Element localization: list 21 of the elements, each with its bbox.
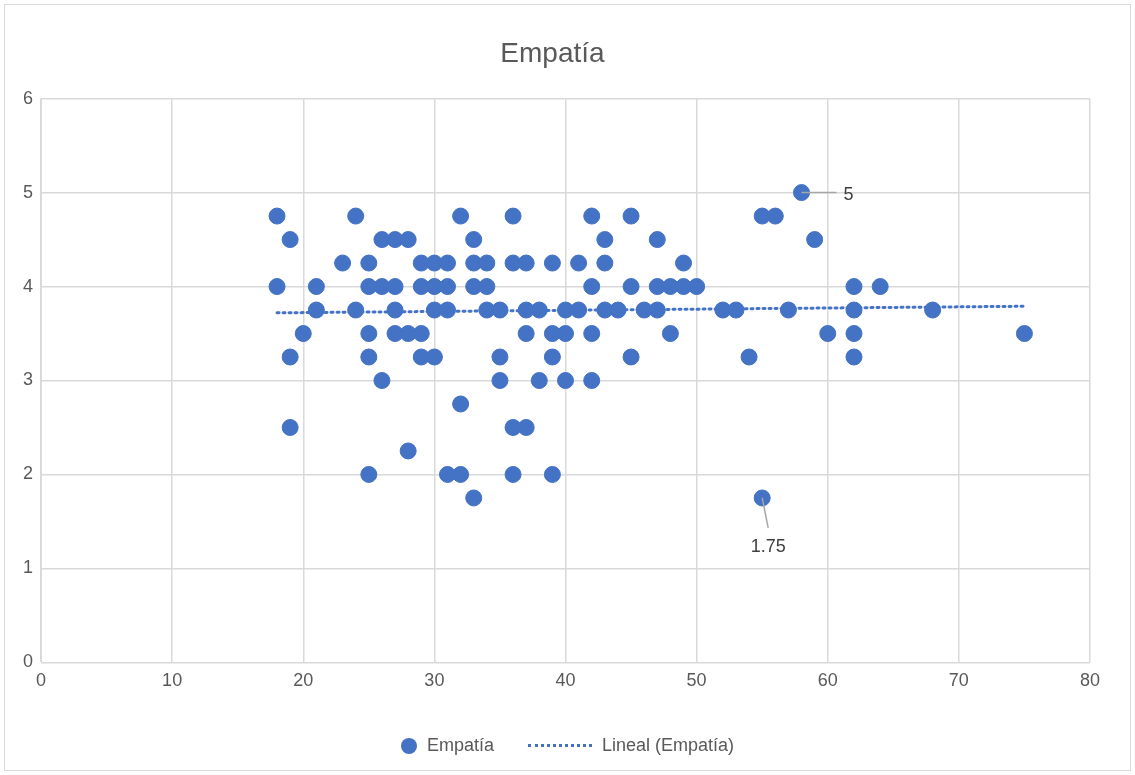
x-tick-label: 20 [293, 670, 314, 691]
annotation: 1.75 [750, 535, 786, 556]
y-tick-label: 6 [23, 87, 34, 108]
x-tick-label: 40 [555, 670, 576, 691]
y-tick-label: 1 [23, 557, 34, 578]
x-tick-label: 50 [686, 670, 707, 691]
y-tick-label: 5 [23, 181, 34, 202]
x-tick-label: 10 [162, 670, 183, 691]
x-tick-label: 30 [424, 670, 445, 691]
chart-title: Empatía [500, 36, 606, 68]
annotation: 5 [843, 183, 854, 204]
x-tick-label: 80 [1079, 670, 1101, 691]
y-tick-label: 3 [23, 369, 34, 390]
x-tick-label: 0 [36, 670, 47, 691]
legend-label: Empatía [426, 735, 494, 756]
y-tick-label: 4 [23, 275, 34, 296]
x-tick-label: 70 [948, 670, 969, 691]
y-tick-label: 0 [23, 651, 34, 672]
x-tick-label: 60 [817, 670, 838, 691]
y-tick-label: 2 [23, 463, 34, 484]
legend-label: Lineal (Empatía) [601, 735, 735, 756]
